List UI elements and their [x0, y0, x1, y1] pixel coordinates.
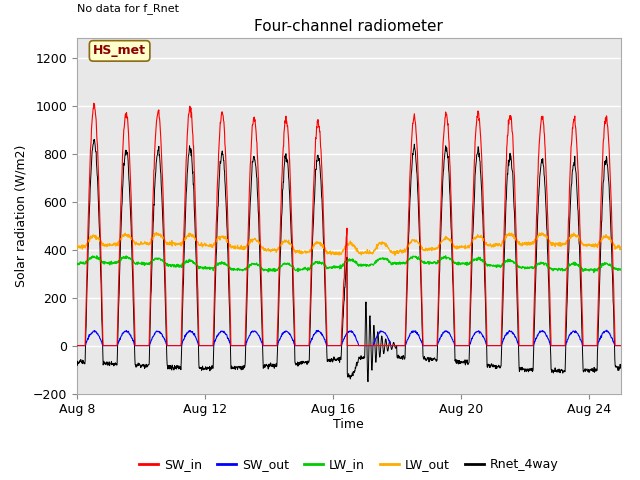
Text: No data for f_Rnet: No data for f_Rnet [77, 2, 179, 13]
Text: HS_met: HS_met [93, 44, 146, 58]
X-axis label: Time: Time [333, 418, 364, 431]
Title: Four-channel radiometer: Four-channel radiometer [254, 20, 444, 35]
Y-axis label: Solar radiation (W/m2): Solar radiation (W/m2) [14, 145, 27, 287]
Legend: SW_in, SW_out, LW_in, LW_out, Rnet_4way: SW_in, SW_out, LW_in, LW_out, Rnet_4way [134, 453, 564, 476]
